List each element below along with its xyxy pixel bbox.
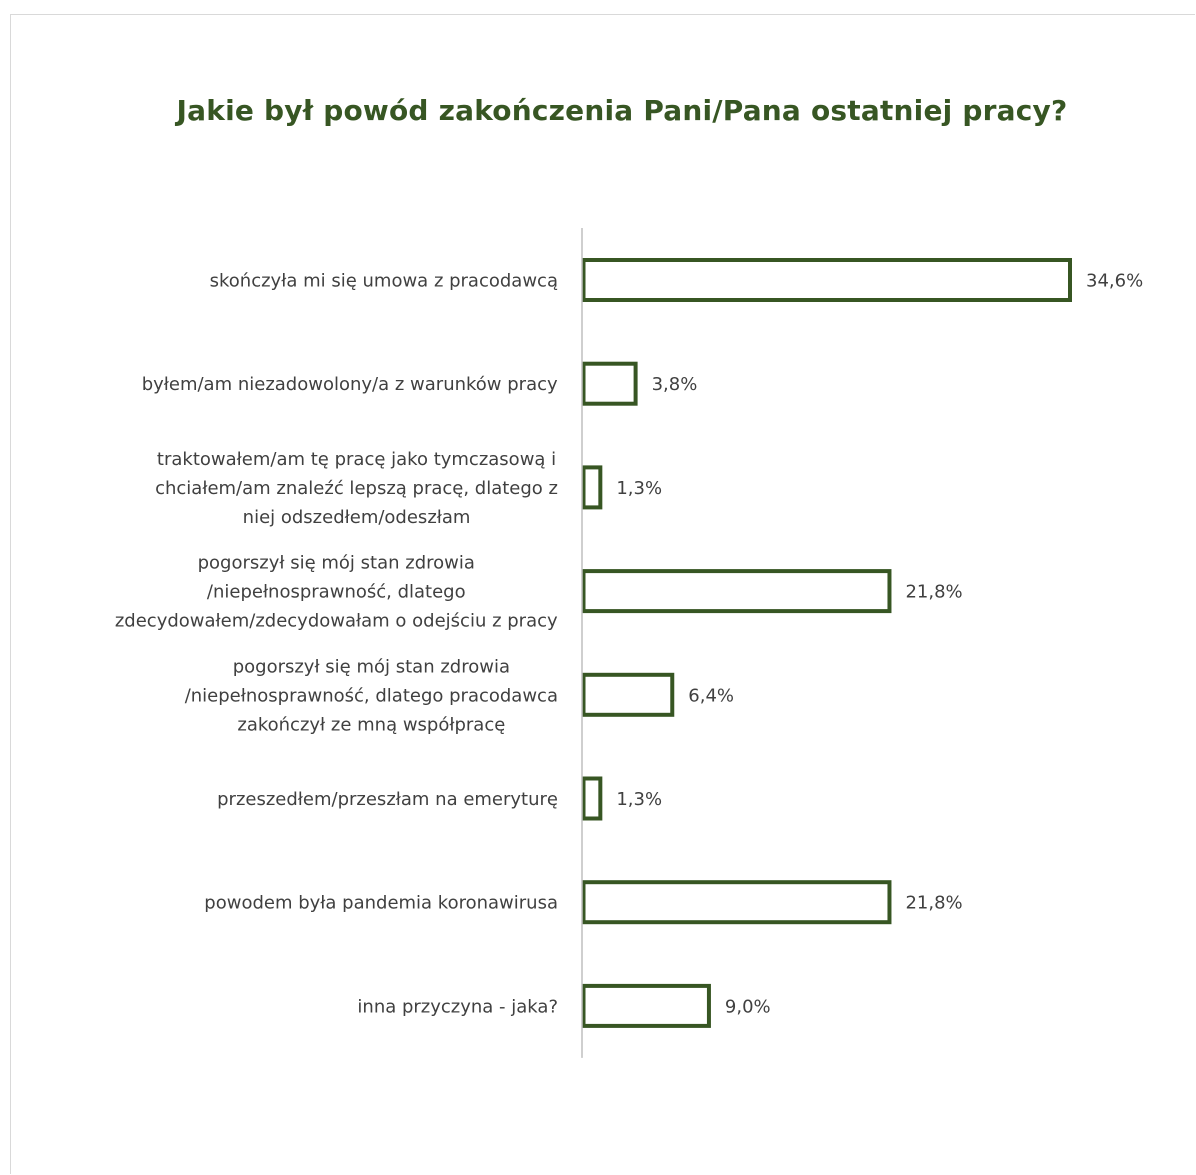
category-label-line: zakończył ze mną współpracę	[237, 714, 505, 735]
data-label: 9,0%	[725, 996, 771, 1017]
data-label: 21,8%	[905, 893, 962, 914]
category-label: byłem/am niezadowolony/a z warunków prac…	[142, 374, 558, 395]
labels-layer: 34,6% skończyła mi się umowa z pracodawcą…	[115, 271, 1143, 1018]
data-label: 1,3%	[616, 789, 662, 810]
category-label-line: chciałem/am znaleźć lepszą pracę, dlateg…	[155, 478, 558, 499]
category-label-line: przeszedłem/przeszłam na emeryturę	[217, 789, 558, 810]
chart-title: Jakie był powód zakończenia Pani/Pana os…	[176, 94, 1068, 127]
category-label-line: /niepełnosprawność, dlatego pracodawca	[185, 685, 558, 706]
bar	[581, 776, 603, 821]
bar	[581, 569, 892, 614]
bars-layer	[581, 258, 1072, 1028]
category-label: powodem była pandemia koronawirusa	[204, 893, 558, 914]
category-label: traktowałem/am tę pracę jako tymczasową …	[155, 449, 558, 528]
data-label: 1,3%	[616, 478, 662, 499]
category-label: pogorszył się mój stan zdrowia/niepełnos…	[115, 553, 558, 632]
chart-frame	[10, 14, 1195, 1174]
category-label-line: byłem/am niezadowolony/a z warunków prac…	[142, 374, 558, 395]
category-label-line: pogorszył się mój stan zdrowia	[233, 656, 510, 677]
data-label: 34,6%	[1086, 271, 1143, 292]
bar	[581, 672, 675, 717]
bar	[581, 258, 1072, 302]
bar	[581, 983, 711, 1028]
category-label-line: niej odszedłem/odeszłam	[243, 507, 471, 528]
bar	[581, 465, 603, 510]
data-label: 6,4%	[688, 685, 734, 706]
bar	[581, 880, 892, 925]
category-label-line: traktowałem/am tę pracę jako tymczasową …	[157, 449, 556, 470]
category-label: inna przyczyna - jaka?	[357, 996, 558, 1017]
category-label-line: powodem była pandemia koronawirusa	[204, 893, 558, 914]
category-label-line: zdecydowałem/zdecydowałam o odejściu z p…	[115, 611, 558, 632]
category-label: przeszedłem/przeszłam na emeryturę	[217, 789, 558, 810]
category-label-line: inna przyczyna - jaka?	[357, 996, 558, 1017]
data-label: 3,8%	[652, 374, 698, 395]
category-label-line: pogorszył się mój stan zdrowia	[198, 553, 475, 574]
data-label: 21,8%	[905, 582, 962, 603]
bar	[581, 361, 638, 406]
category-label-line: /niepełnosprawność, dlatego	[207, 582, 466, 603]
category-label: skończyła mi się umowa z pracodawcą	[210, 271, 558, 292]
category-label: pogorszył się mój stan zdrowia/niepełnos…	[185, 656, 558, 735]
category-label-line: skończyła mi się umowa z pracodawcą	[210, 271, 558, 292]
